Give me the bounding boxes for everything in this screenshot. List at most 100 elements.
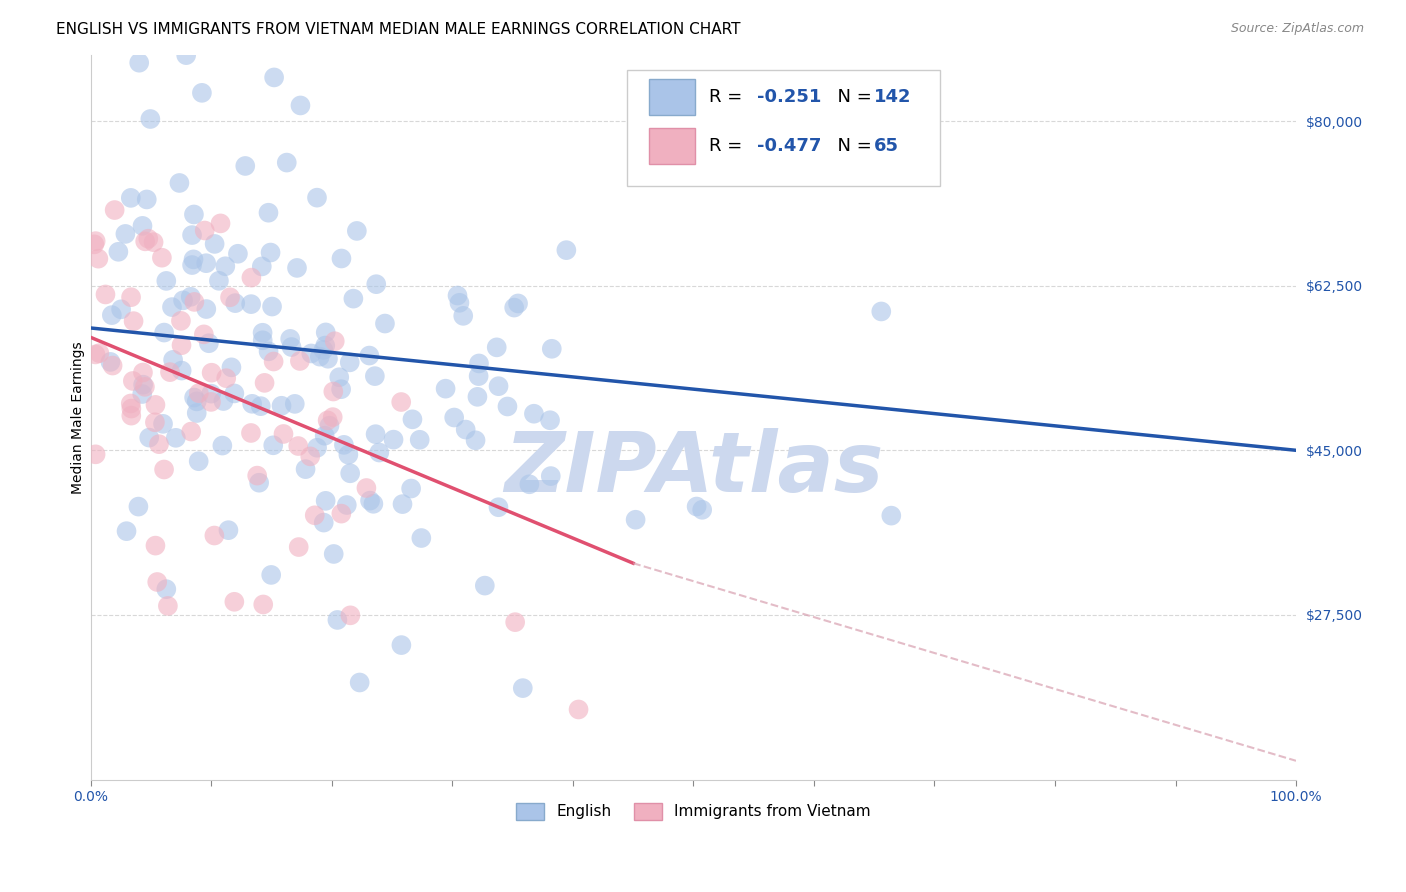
Point [187,454,209,468]
Point [538,413,561,427]
Point [100,355,122,369]
Point [152,417,174,431]
Text: R =: R = [709,136,748,154]
Point [191,86,214,100]
Point [567,702,589,716]
Point [468,356,491,370]
Point [307,441,329,455]
Point [104,202,127,217]
Point [349,675,371,690]
Point [186,394,208,409]
Point [503,301,526,315]
Point [87,252,110,266]
Point [201,366,224,380]
Point [366,277,388,292]
Point [276,155,298,169]
Point [260,568,283,582]
Point [233,159,256,173]
Point [101,359,124,373]
Point [169,176,191,190]
Point [240,297,263,311]
Text: ENGLISH VS IMMIGRANTS FROM VIETNAM MEDIAN MALE EARNINGS CORRELATION CHART: ENGLISH VS IMMIGRANTS FROM VIETNAM MEDIA… [56,22,741,37]
Point [131,219,153,233]
Point [346,224,368,238]
Point [257,344,280,359]
Point [434,382,457,396]
Point [326,613,349,627]
Point [270,399,292,413]
Point [160,300,183,314]
Point [183,207,205,221]
Y-axis label: Median Male Earnings: Median Male Earnings [72,341,86,493]
Point [115,524,138,538]
Point [139,112,162,126]
Point [503,615,526,629]
Point [94,287,117,301]
FancyBboxPatch shape [627,70,941,186]
Point [114,227,136,241]
Point [389,638,412,652]
Point [200,395,222,409]
Point [131,387,153,401]
Point [101,308,124,322]
Point [342,292,364,306]
Point [488,500,510,515]
Point [312,516,335,530]
Point [84,234,107,248]
Point [540,342,562,356]
Point [299,346,322,360]
Point [224,296,246,310]
Point [506,296,529,310]
Point [134,380,156,394]
Point [183,294,205,309]
Point [299,450,322,464]
Point [322,410,344,425]
Point [374,317,396,331]
Point [181,258,204,272]
Point [363,497,385,511]
Point [122,314,145,328]
Point [195,301,218,316]
Point [252,598,274,612]
Point [287,439,309,453]
Point [193,327,215,342]
Point [467,390,489,404]
Text: R =: R = [709,88,748,106]
Point [170,338,193,352]
Point [488,379,510,393]
Point [474,579,496,593]
Point [127,500,149,514]
Point [246,468,269,483]
Text: -0.477: -0.477 [758,136,821,154]
Point [208,274,231,288]
Point [330,507,353,521]
Point [322,384,344,399]
Point [226,246,249,260]
Point [172,293,194,308]
Point [214,259,236,273]
Text: N =: N = [825,136,877,154]
Point [411,531,433,545]
Point [316,351,339,366]
Point [328,370,350,384]
Point [330,382,353,396]
Point [359,493,381,508]
Point [260,300,283,314]
Point [174,48,197,62]
Point [249,399,271,413]
Point [364,427,387,442]
Point [330,252,353,266]
Point [336,498,359,512]
Point [217,523,239,537]
Point [240,270,263,285]
Point [120,191,142,205]
Point [399,482,422,496]
Point [253,376,276,390]
Point [146,574,169,589]
FancyBboxPatch shape [648,128,695,164]
Point [318,418,340,433]
Point [183,252,205,267]
Point [200,386,222,401]
Point [446,288,468,302]
Point [170,314,193,328]
